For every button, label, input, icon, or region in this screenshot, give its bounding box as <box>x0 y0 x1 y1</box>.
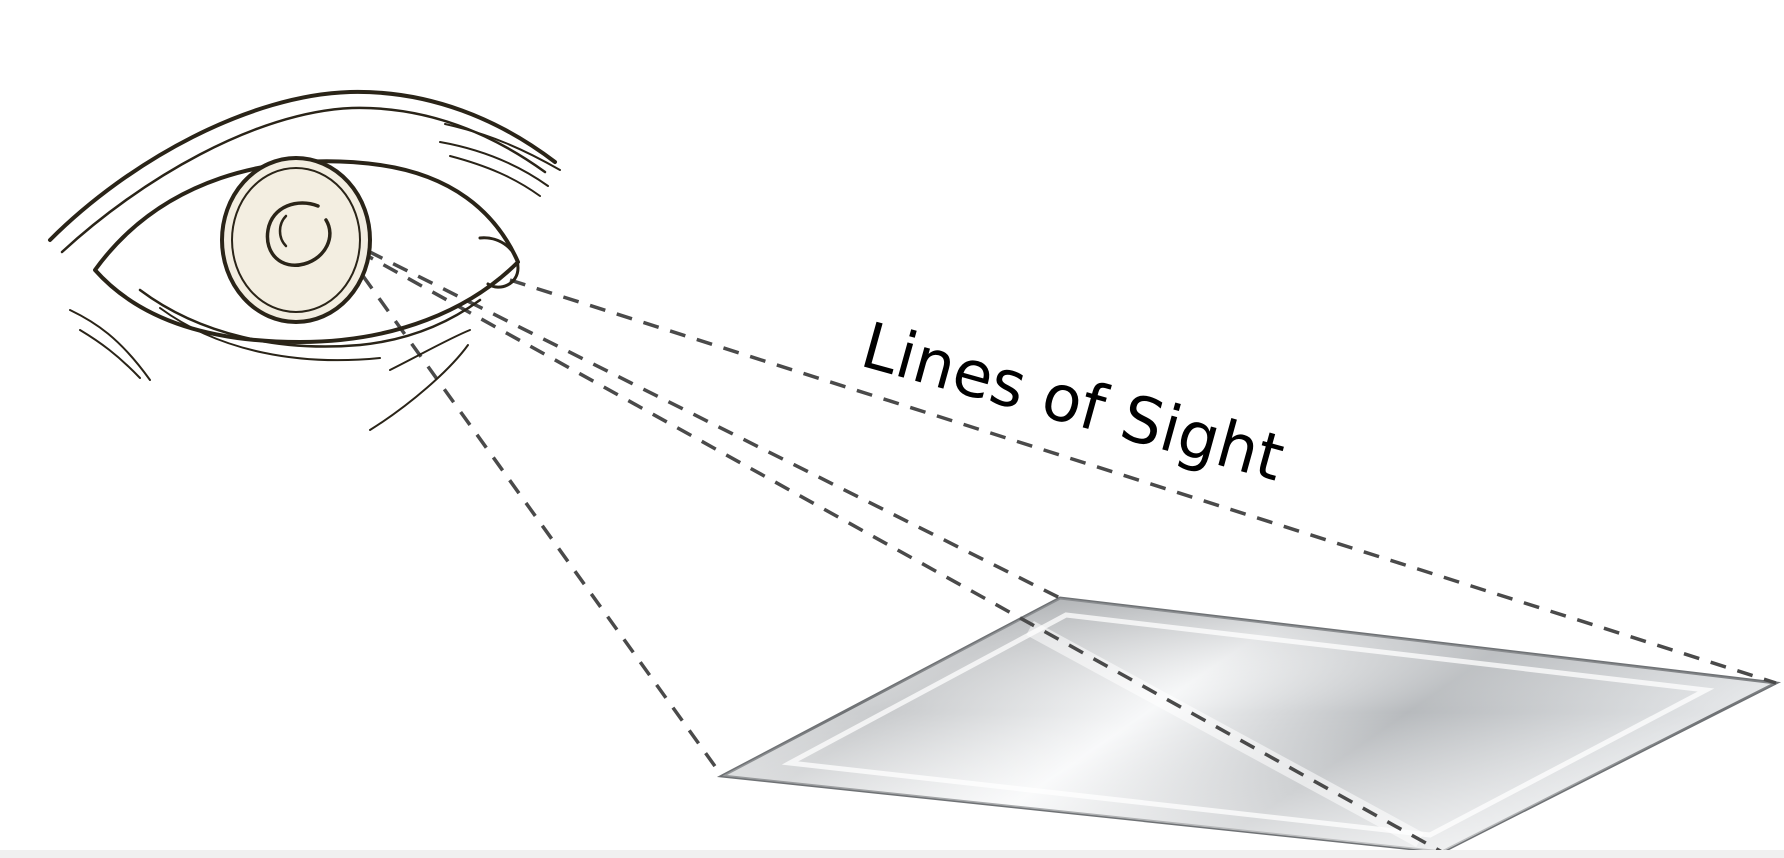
sight-line-to-far-right-corner <box>509 278 1777 685</box>
eyebrow-stroke-5 <box>449 155 541 197</box>
under-eye-stroke-2 <box>79 329 141 379</box>
pupil <box>265 201 332 267</box>
tear-duct <box>478 236 520 289</box>
pupil-highlight <box>278 214 288 248</box>
iris <box>220 156 372 324</box>
eyebrow-stroke-1 <box>48 89 557 242</box>
iris-inner-ring <box>231 167 361 313</box>
lower-lid-stroke-2 <box>159 307 381 362</box>
under-eye-stroke-1 <box>69 309 151 381</box>
sight-line-to-near-corner <box>328 228 724 778</box>
bottom-edge-strip <box>0 850 1784 858</box>
eyebrow-stroke-2 <box>60 106 547 254</box>
lower-lid-stroke-1 <box>138 288 482 348</box>
under-eye-stroke-4 <box>369 344 469 431</box>
flat-surface <box>716 596 1782 854</box>
surface-reflection-streak <box>1026 620 1424 848</box>
sight-line-to-bottom-corner <box>309 222 1443 854</box>
sight-line-to-far-left-corner <box>317 224 1061 600</box>
eye-illustration <box>48 89 561 431</box>
lines-of-sight-label: Lines of Sight <box>854 309 1292 496</box>
eyebrow-stroke-3 <box>444 123 561 171</box>
under-eye-stroke-3 <box>389 329 471 371</box>
surface-inner-bevel <box>781 612 1715 838</box>
lines-of-sight <box>309 222 1777 854</box>
eyebrow-stroke-4 <box>439 141 549 187</box>
surface-shading <box>722 598 1776 852</box>
